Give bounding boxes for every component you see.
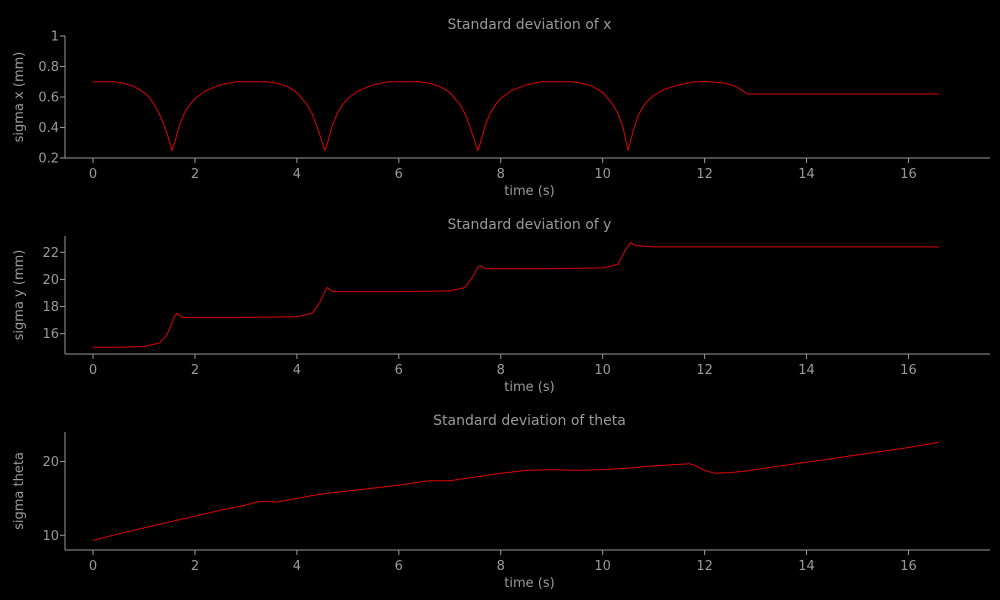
y-tick-label: 16: [42, 327, 59, 342]
chart-title: Standard deviation of x: [448, 17, 612, 33]
y-tick-label: 10: [42, 529, 59, 544]
x-tick-label: 8: [497, 363, 505, 378]
chart-title: Standard deviation of y: [448, 217, 612, 233]
x-tick-label: 2: [191, 363, 199, 378]
x-tick-label: 2: [191, 559, 199, 574]
x-tick-label: 2: [191, 167, 199, 182]
x-axis-label: time (s): [504, 576, 554, 591]
x-axis-label: time (s): [504, 380, 554, 395]
x-tick-label: 0: [89, 559, 97, 574]
y-tick-label: 0.4: [38, 121, 59, 136]
x-tick-label: 0: [89, 167, 97, 182]
y-tick-label: 1: [51, 30, 59, 45]
x-tick-label: 16: [900, 559, 917, 574]
series-line-1: [93, 81, 939, 153]
y-tick-label: 22: [42, 246, 59, 261]
y-tick-label: 0.8: [38, 60, 59, 75]
x-tick-label: 6: [395, 559, 403, 574]
x-tick-label: 4: [293, 363, 301, 378]
x-tick-label: 14: [798, 559, 815, 574]
x-tick-label: 6: [395, 167, 403, 182]
x-tick-label: 16: [900, 363, 917, 378]
x-tick-label: 10: [594, 363, 611, 378]
y-tick-label: 20: [42, 455, 59, 470]
series-line-1: [93, 242, 939, 348]
y-axis-label: sigma x (mm): [12, 52, 27, 143]
x-tick-label: 12: [696, 167, 713, 182]
x-tick-label: 16: [900, 167, 917, 182]
x-tick-label: 4: [293, 559, 301, 574]
x-axis-label: time (s): [504, 184, 554, 199]
y-tick-label: 20: [42, 273, 59, 288]
chart-panel-3: Standard deviation of theta 0 2 4 6 8 10 12 14 16…: [12, 413, 990, 591]
chart-panel-1: Standard deviation of x 0 2 4 6 8 10 12 14 16 0.2 0…: [12, 17, 990, 199]
y-axis-label: sigma theta: [12, 452, 27, 530]
y-axis-label: sigma y (mm): [12, 250, 27, 341]
chart-panel-2: Standard deviation of y 0 2 4 6 8 10 12 14 16 16 18…: [12, 217, 990, 395]
x-tick-label: 14: [798, 363, 815, 378]
x-tick-label: 4: [293, 167, 301, 182]
y-tick-label: 18: [42, 300, 59, 315]
x-tick-label: 10: [594, 167, 611, 182]
y-tick-label: 0.2: [38, 152, 59, 167]
x-tick-label: 12: [696, 559, 713, 574]
y-tick-label: 0.6: [38, 91, 59, 106]
x-tick-label: 0: [89, 363, 97, 378]
x-tick-label: 8: [497, 167, 505, 182]
x-tick-label: 12: [696, 363, 713, 378]
x-tick-label: 6: [395, 363, 403, 378]
x-tick-label: 8: [497, 559, 505, 574]
x-tick-label: 14: [798, 167, 815, 182]
series-line-1: [92, 441, 940, 541]
chart-title: Standard deviation of theta: [433, 413, 626, 429]
x-tick-label: 10: [594, 559, 611, 574]
